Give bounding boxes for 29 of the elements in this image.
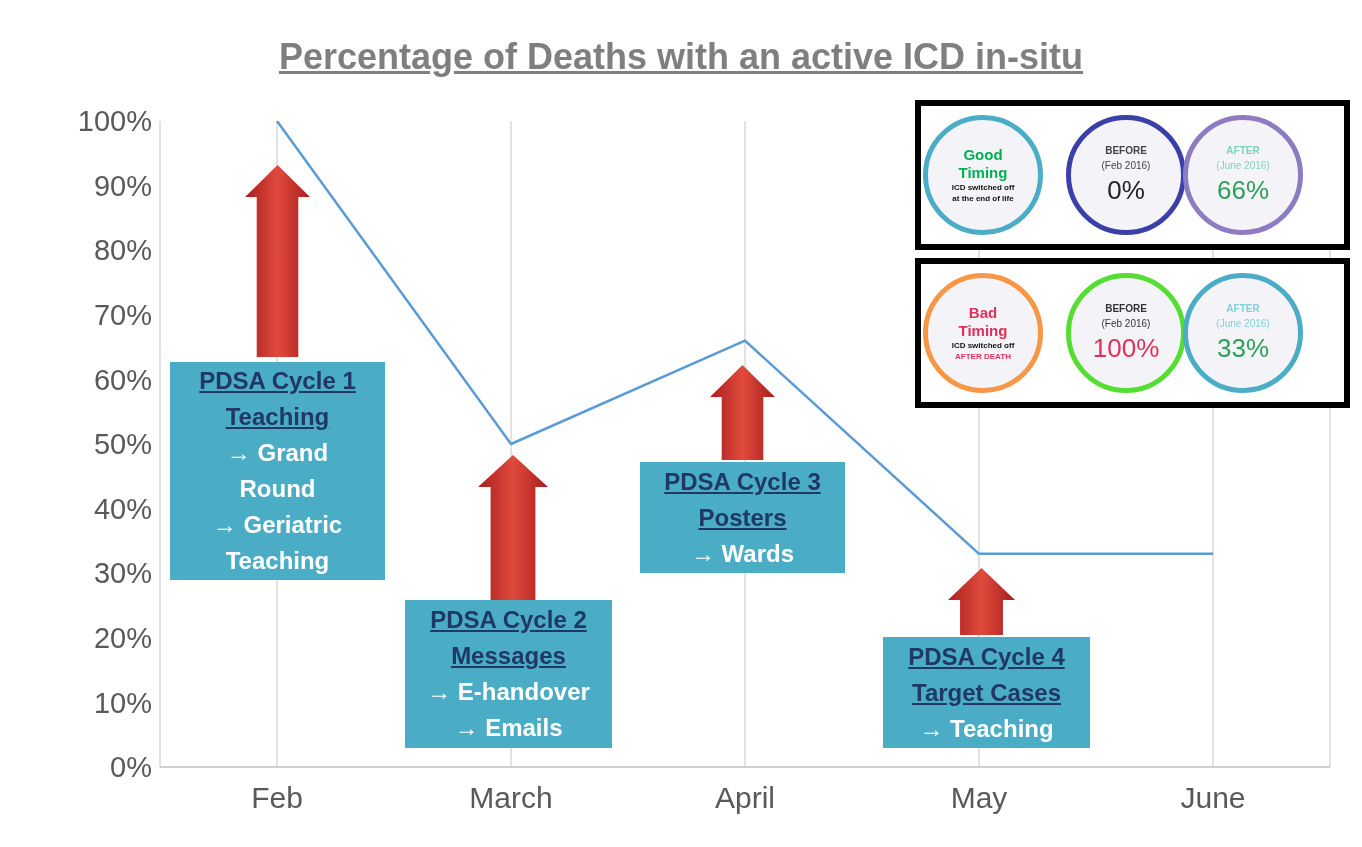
y-tick-label: 0%: [110, 751, 152, 784]
x-tick-label: Feb: [251, 781, 303, 815]
timing-panel: Bad Timing ICD switched off AFTER DEATH BEFORE (Feb 2016) 100% AFTER (June 2016) 33%: [915, 258, 1350, 408]
annotation: BEFORE (Feb 2016) 0%: [1101, 144, 1151, 207]
y-tick-label: 40%: [93, 492, 152, 525]
y-tick-label: 20%: [93, 622, 152, 655]
annotation: AFTER (June 2016) 66%: [1216, 144, 1270, 207]
annotation: AFTER (June 2016) 33%: [1216, 302, 1270, 365]
annotation: Bad Timing ICD switched off AFTER DEATH: [951, 304, 1015, 362]
y-tick-label: 60%: [93, 363, 152, 396]
x-tick-label: March: [469, 781, 553, 815]
y-tick-label: 90%: [93, 169, 152, 202]
annotation: PDSA Cycle 4 Target Cases → Teaching: [908, 641, 1065, 744]
x-tick-label: June: [1180, 781, 1246, 815]
annotation: PDSA Cycle 1 Teaching → Grand Round → Geriatric Teaching: [199, 366, 356, 576]
x-tick-label: April: [714, 781, 776, 815]
timing-panel: Good Timing ICD switched off at the end of life BEFORE (Feb 2016) 0% AFTER (June 2016) 66%: [915, 100, 1350, 250]
y-tick-label: 30%: [93, 557, 152, 590]
y-tick-label: 100%: [77, 105, 152, 138]
y-tick-label: 10%: [93, 686, 152, 719]
y-tick-label: 70%: [93, 299, 152, 332]
y-tick-label: 50%: [93, 428, 152, 461]
chart-title: Percentage of Deaths with an active ICD in-situ: [277, 36, 1085, 78]
annotation: PDSA Cycle 3 Posters → Wards: [664, 466, 821, 569]
annotation: PDSA Cycle 2 Messages → E-handover → Emails: [427, 605, 590, 743]
x-tick-label: May: [950, 781, 1008, 815]
y-tick-label: 80%: [93, 234, 152, 267]
annotation: BEFORE (Feb 2016) 100%: [1092, 302, 1160, 365]
annotation: Good Timing ICD switched off at the end of life: [951, 146, 1015, 204]
